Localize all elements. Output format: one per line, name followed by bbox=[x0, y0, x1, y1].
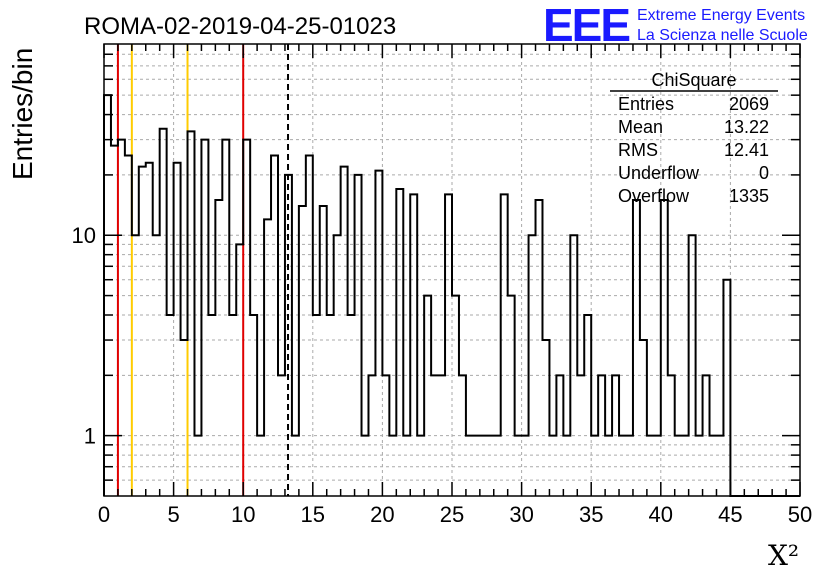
stats-box: ChiSquare Entries 2069 Mean 13.22 RMS 12.41 Un… bbox=[610, 70, 778, 206]
eee-logo: EEE Extreme Energy Events La Scienza nel… bbox=[543, 0, 808, 51]
stats-label: Mean bbox=[618, 117, 663, 137]
x-tick-label: 40 bbox=[649, 502, 673, 527]
stats-label: Entries bbox=[618, 94, 674, 114]
x-tick-label: 5 bbox=[167, 502, 179, 527]
x-tick-label: 35 bbox=[579, 502, 603, 527]
stats-value: 13.22 bbox=[724, 117, 769, 137]
x-axis-label: X² bbox=[768, 539, 799, 572]
x-tick-label: 10 bbox=[231, 502, 255, 527]
y-tick-label: 10 bbox=[72, 223, 96, 248]
x-tick-labels: 0 5 10 15 20 25 30 35 40 45 50 bbox=[98, 502, 812, 527]
logo-line-1: Extreme Energy Events bbox=[637, 7, 805, 24]
axis-ticks bbox=[103, 44, 801, 496]
stats-value: 0 bbox=[759, 163, 769, 183]
y-tick-label: 1 bbox=[84, 424, 96, 449]
stats-value: 12.41 bbox=[724, 140, 769, 160]
stats-label: RMS bbox=[618, 140, 658, 160]
logo-mark: EEE bbox=[543, 0, 629, 51]
x-tick-label: 20 bbox=[370, 502, 394, 527]
x-tick-label: 50 bbox=[788, 502, 812, 527]
stats-label: Underflow bbox=[618, 163, 700, 183]
y-axis-label: Entries/bin bbox=[7, 48, 38, 180]
stats-rows: Entries 2069 Mean 13.22 RMS 12.41 Underflow 0 Ov… bbox=[618, 94, 769, 206]
x-tick-label: 30 bbox=[509, 502, 533, 527]
x-tick-label: 25 bbox=[440, 502, 464, 527]
stats-value: 1335 bbox=[729, 186, 769, 206]
y-tick-labels: 1 10 bbox=[72, 223, 96, 448]
histogram-outline bbox=[103, 94, 800, 497]
x-tick-label: 15 bbox=[301, 502, 325, 527]
stats-title: ChiSquare bbox=[651, 70, 736, 90]
x-tick-label: 0 bbox=[98, 502, 110, 527]
x-tick-label: 45 bbox=[718, 502, 742, 527]
chart-title: ROMA-02-2019-04-25-01023 bbox=[84, 13, 396, 40]
stats-value: 2069 bbox=[729, 94, 769, 114]
logo-line-2: La Scienza nelle Scuole bbox=[637, 27, 808, 44]
stats-label: Overflow bbox=[618, 186, 690, 206]
reference-lines bbox=[116, 44, 290, 496]
